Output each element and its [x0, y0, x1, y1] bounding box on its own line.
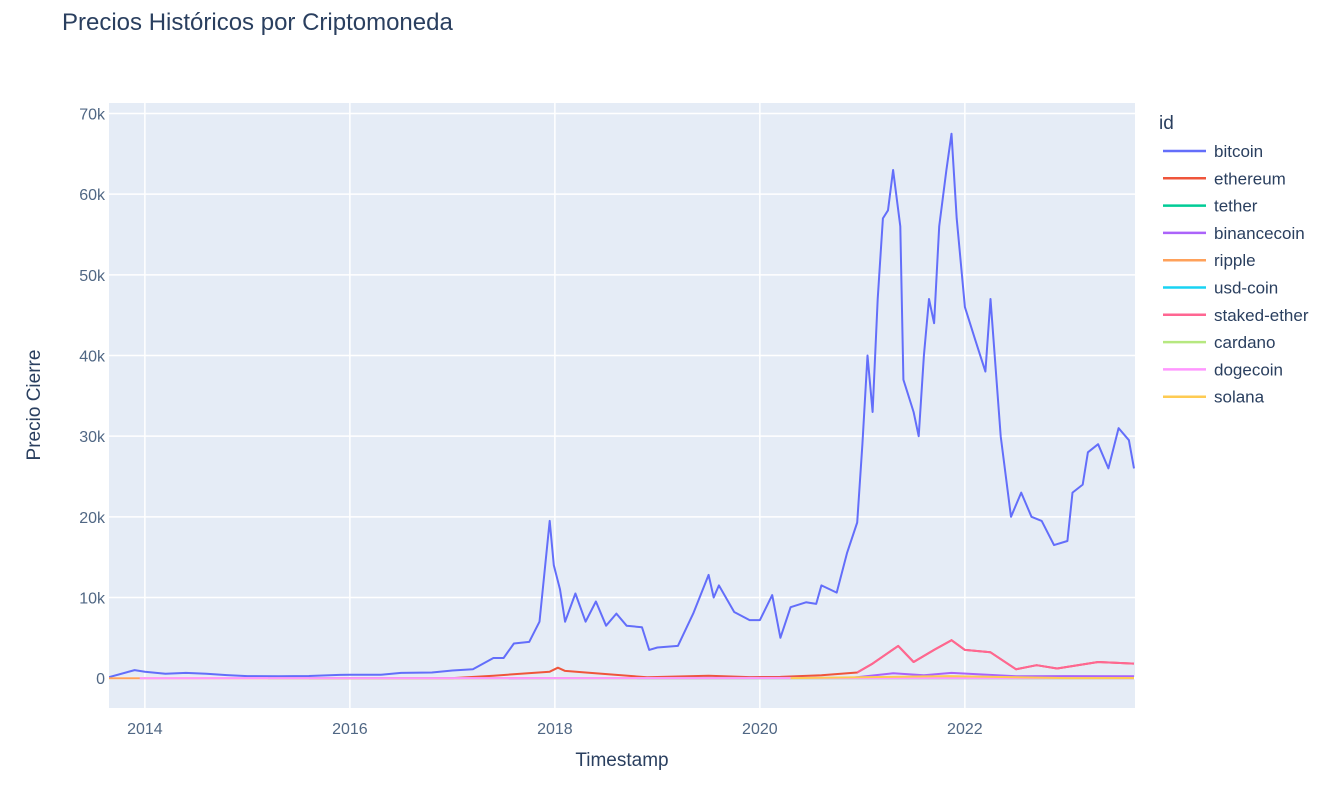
- x-tick-label: 2018: [537, 721, 573, 738]
- series-line: [790, 675, 1135, 680]
- y-tick-label: 60k: [79, 187, 106, 204]
- legend-label: ethereum: [1214, 169, 1286, 188]
- legend-label: ripple: [1214, 251, 1256, 270]
- series-line: [856, 639, 1135, 674]
- plot-area: [109, 103, 1135, 708]
- legend-label: bitcoin: [1214, 142, 1263, 161]
- x-tick-label: 2016: [332, 721, 368, 738]
- legend-label: usd-coin: [1214, 279, 1278, 298]
- y-tick-label: 70k: [79, 106, 106, 123]
- legend-label: tether: [1214, 197, 1258, 216]
- x-tick-label: 2014: [127, 721, 163, 738]
- legend-title: id: [1159, 113, 1174, 134]
- legend-label: binancecoin: [1214, 224, 1305, 243]
- y-tick-label: 40k: [79, 348, 106, 365]
- legend: bitcoin ethereum tether binancecoin ripple us…: [1163, 142, 1309, 407]
- y-tick-label: 30k: [79, 429, 106, 446]
- legend-label: dogecoin: [1214, 360, 1283, 379]
- y-tick-label: 0: [96, 671, 105, 688]
- legend-label: solana: [1214, 388, 1265, 407]
- chart-title: Precios Históricos por Criptomoneda: [62, 9, 453, 36]
- x-tick-label: 2020: [742, 721, 778, 738]
- labels: 2014 2016 2018 2020 2022 0 10k 20k 30k 40k 50k 60k 7…: [79, 106, 983, 738]
- x-tick-label: 2022: [947, 721, 983, 738]
- y-tick-label: 20k: [79, 510, 106, 527]
- y-tick-label: 50k: [79, 268, 106, 285]
- y-axis-title: Precio Cierre: [24, 350, 45, 461]
- x-axis-title: Timestamp: [575, 750, 668, 771]
- series-line: [109, 132, 1135, 679]
- lines: [109, 132, 1135, 680]
- legend-label: staked-ether: [1214, 306, 1309, 325]
- y-tick-label: 10k: [79, 590, 106, 607]
- legend-label: cardano: [1214, 333, 1275, 352]
